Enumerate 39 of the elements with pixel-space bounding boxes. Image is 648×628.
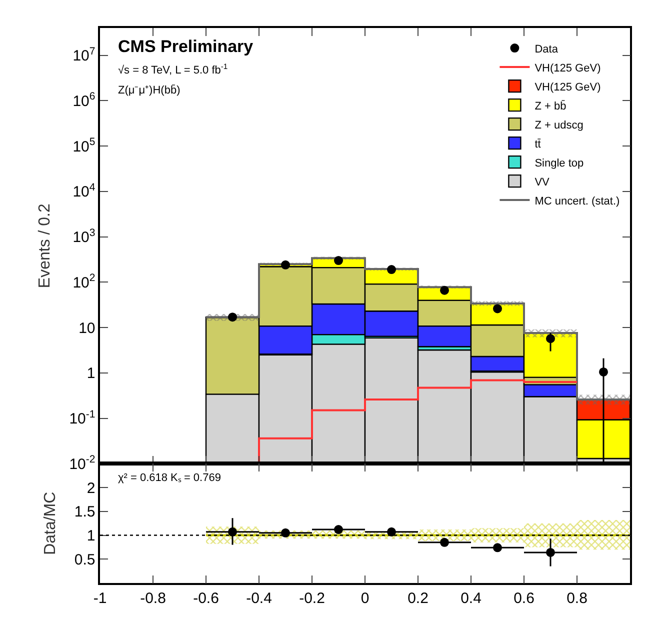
legend-label: Z + bb̄ [534, 100, 566, 112]
y-tick-label: 10$^{3}$ [72, 226, 96, 246]
y-tick-label: 1.5 [74, 504, 96, 521]
y-tick-label: 10$^{2}$ [72, 272, 96, 292]
x-tick-label: -0.8 [140, 590, 166, 607]
legend-label: Single top [534, 157, 584, 170]
legend-label: tt̄ [534, 138, 542, 150]
y-tick-label: 10$^{4}$ [72, 181, 96, 201]
x-tick-label: 0.8 [566, 590, 588, 607]
y-tick-label: 10$^{-1}$ [69, 408, 96, 428]
y-tick-label: 10$^{7}$ [72, 45, 96, 65]
legend-label: VH(125 GeV) [534, 62, 601, 74]
y-tick-label: 0.5 [74, 551, 96, 568]
y-tick-label: 1 [86, 528, 96, 545]
annotation: χ² = 0.618 Kₛ = 0.769 [118, 472, 221, 484]
x-tick-label: 0 [360, 590, 370, 607]
legend-label: VH(125 GeV) [534, 81, 601, 94]
x-tick-label: -0.4 [246, 590, 272, 607]
y-tick-label: 1 [86, 365, 96, 382]
y-axis-title: Events / 0.2 [36, 203, 54, 288]
x-tick-label: 0.6 [514, 590, 534, 607]
y-tick-label: 10 [78, 320, 96, 337]
y-tick-label: 10$^{-2}$ [69, 454, 96, 473]
annotation: Z(μ⁻μ⁺)H(bb̄) [118, 84, 180, 97]
x-tick-label: 0.4 [460, 590, 482, 607]
y-axis-title: Data/MC [42, 492, 59, 555]
legend-label: VV [534, 176, 550, 188]
y-tick-label: 2 [86, 480, 96, 497]
annotation: CMS Preliminary [118, 37, 254, 56]
legend-label: MC uncert. (stat.) [534, 195, 620, 208]
y-tick-label: 10$^{5}$ [72, 136, 96, 156]
x-tick-label: -1 [93, 590, 107, 607]
annotation: √s = 8 TeV, L = 5.0 fb$^{-1}$ [118, 62, 228, 77]
legend-label: Z + udscg [534, 119, 584, 132]
legend-label: Data [534, 43, 559, 56]
x-tick-label: -0.2 [299, 590, 325, 607]
x-tick-label: -0.6 [193, 590, 219, 607]
y-tick-label: 10$^{6}$ [72, 90, 96, 110]
x-tick-label: 0.2 [408, 590, 428, 607]
